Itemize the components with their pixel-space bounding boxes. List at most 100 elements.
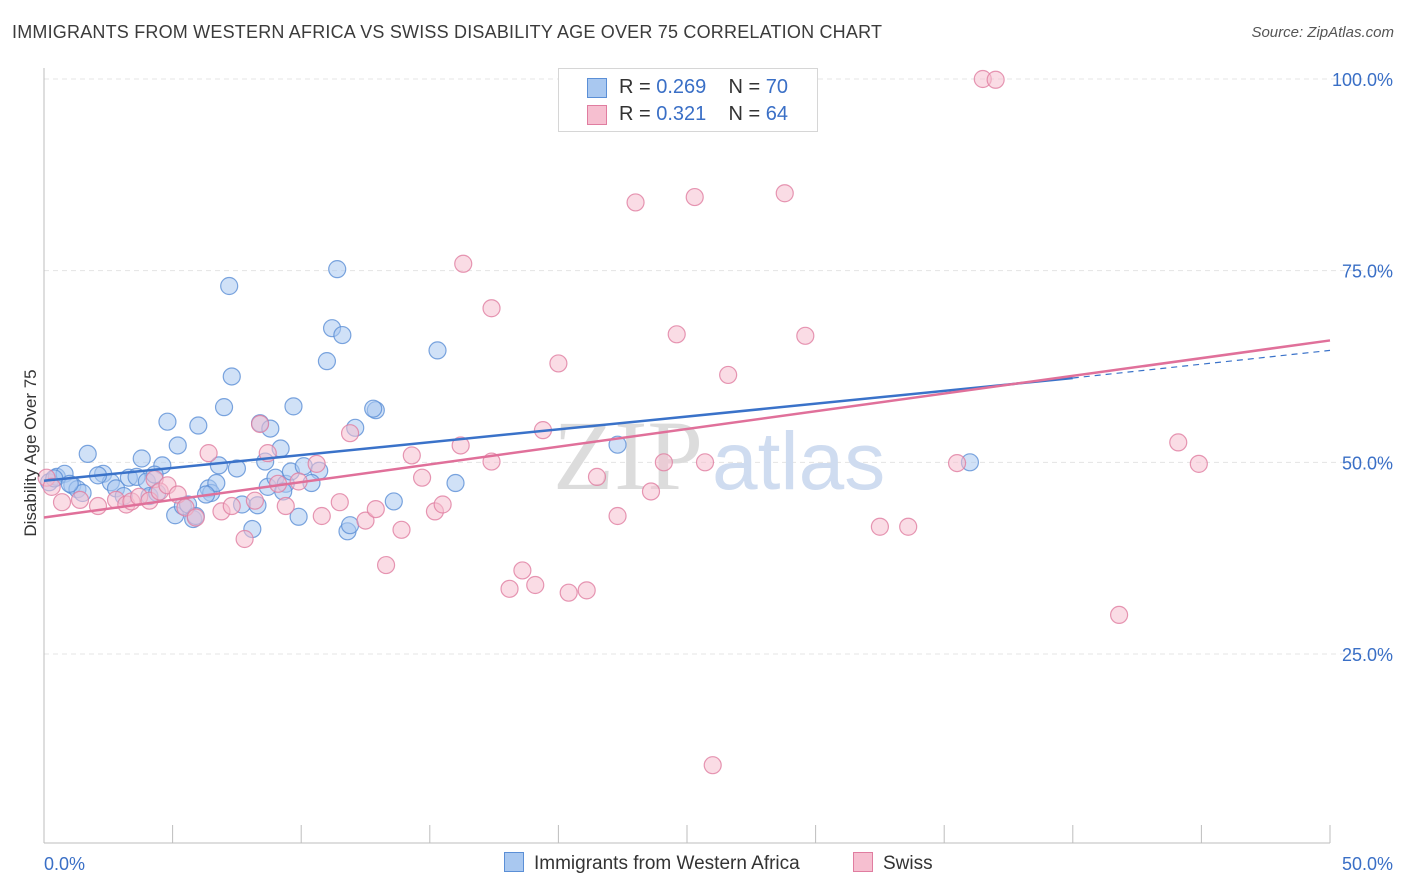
point-swiss: [796, 326, 815, 345]
point-swiss: [685, 187, 704, 207]
point-swiss: [412, 468, 432, 487]
point-western-africa: [446, 473, 465, 493]
legend-swatch-blue: [504, 852, 524, 872]
point-western-africa: [284, 397, 303, 416]
watermark-atlas: atlas: [712, 416, 885, 507]
point-western-africa: [227, 459, 246, 478]
point-western-africa: [364, 399, 383, 418]
legend-r-label: R =: [619, 76, 651, 98]
y-tick-label: 50.0%: [1342, 453, 1393, 473]
point-western-africa: [384, 492, 403, 511]
point-western-africa: [317, 352, 337, 371]
y-tick-label: 75.0%: [1342, 262, 1393, 282]
legend-swatch-blue: [587, 78, 607, 98]
stats-legend: R = 0.269 N = 70 R = 0.321 N = 64: [558, 68, 818, 132]
point-swiss: [1169, 433, 1188, 452]
point-swiss: [307, 454, 326, 473]
point-swiss: [356, 511, 375, 530]
source-label: Source: ZipAtlas.com: [1251, 24, 1394, 41]
y-axis-label: Disability Age Over 75: [21, 369, 40, 536]
point-swiss: [719, 365, 738, 385]
point-swiss: [70, 490, 90, 509]
legend-r-value-pink: 0.321: [656, 103, 707, 125]
point-swiss: [899, 517, 918, 536]
legend-r-value-blue: 0.269: [656, 76, 707, 98]
point-western-africa: [333, 325, 352, 345]
watermark: ZIP atlas: [553, 400, 885, 511]
point-swiss: [695, 453, 715, 472]
point-swiss: [513, 561, 532, 580]
point-swiss: [667, 325, 686, 344]
point-swiss: [626, 193, 645, 212]
point-swiss: [42, 477, 61, 496]
chart-title: IMMIGRANTS FROM WESTERN AFRICA VS SWISS …: [12, 22, 883, 42]
point-swiss: [199, 444, 218, 463]
y-tick-label: 25.0%: [1342, 645, 1393, 665]
point-western-africa: [340, 516, 360, 535]
point-swiss: [641, 482, 661, 501]
legend-n-value-blue: 70: [765, 76, 789, 98]
point-swiss: [947, 454, 967, 473]
legend-swatch-pink: [587, 105, 607, 125]
trend-lines: [43, 339, 1331, 519]
point-swiss: [526, 575, 545, 595]
legend-swatch-pink: [853, 852, 873, 872]
point-swiss: [775, 184, 794, 203]
point-swiss: [250, 414, 270, 434]
point-swiss: [433, 495, 452, 514]
point-western-africa: [132, 449, 151, 468]
point-swiss: [235, 529, 254, 549]
point-swiss: [608, 506, 627, 526]
x-tick-label: 0.0%: [44, 854, 85, 874]
point-western-africa: [207, 473, 226, 493]
trend-line-swiss: [43, 339, 1331, 519]
y-tick-label: 100.0%: [1332, 70, 1393, 90]
legend-r-label: R =: [619, 103, 651, 125]
point-western-africa: [189, 416, 208, 435]
point-swiss: [222, 496, 241, 516]
point-swiss: [587, 467, 607, 486]
legend-label-western-africa: Immigrants from Western Africa: [534, 853, 800, 874]
point-western-africa: [608, 435, 627, 454]
point-swiss: [986, 70, 1005, 89]
point-swiss: [559, 583, 578, 602]
point-swiss: [482, 299, 501, 318]
point-western-africa: [222, 367, 241, 386]
legend-item-western-africa: Immigrants from Western Africa: [504, 852, 800, 875]
point-swiss: [312, 506, 331, 526]
trend-line-western-africa: [43, 376, 1073, 482]
point-swiss: [500, 579, 519, 598]
point-swiss: [276, 496, 295, 516]
point-swiss: [1109, 605, 1129, 625]
point-western-africa: [158, 412, 177, 431]
point-western-africa: [209, 456, 228, 475]
point-swiss: [330, 493, 349, 512]
point-swiss: [52, 493, 72, 512]
trend-extension-western-africa: [1072, 349, 1331, 379]
point-western-africa: [168, 436, 187, 455]
point-swiss: [186, 508, 205, 527]
point-swiss: [366, 500, 385, 519]
point-swiss: [870, 517, 890, 536]
data-points: [37, 69, 1208, 775]
legend-n-label: N =: [728, 76, 761, 98]
tick-labels: 25.0% 50.0% 75.0% 100.0% 0.0% 50.0%: [44, 70, 1393, 874]
point-swiss: [340, 424, 360, 443]
point-swiss: [392, 520, 411, 539]
axes: [43, 68, 1331, 844]
legend-label-swiss: Swiss: [883, 853, 933, 874]
point-swiss: [245, 491, 265, 510]
point-swiss: [577, 581, 596, 600]
grid-lines: [44, 78, 1392, 655]
point-western-africa: [289, 507, 308, 526]
point-swiss: [654, 453, 673, 472]
point-swiss: [549, 354, 568, 373]
point-swiss: [1189, 454, 1208, 473]
point-western-africa: [328, 260, 347, 279]
point-swiss: [376, 555, 396, 575]
point-swiss: [703, 756, 722, 775]
legend-n-value-pink: 64: [765, 103, 789, 125]
point-western-africa: [220, 276, 239, 296]
point-swiss: [454, 254, 473, 273]
